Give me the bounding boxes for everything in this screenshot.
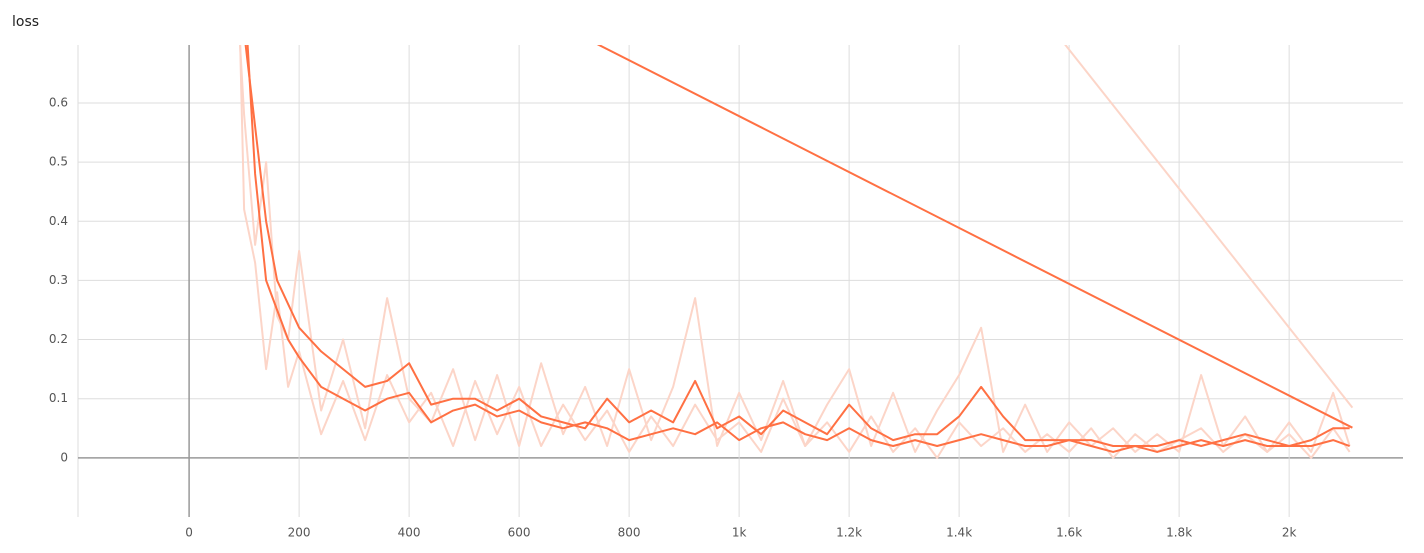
loss-line — [1064, 45, 1354, 409]
grid: 0 0.1 0.2 0.3 0.4 0.5 0.6 0 200 400 600 800 1k 1.2k 1.… — [49, 45, 1403, 540]
loss-line — [244, 45, 1350, 448]
y-tick-label: 0.4 — [49, 214, 68, 228]
x-tick-label: 1.6k — [1056, 526, 1082, 540]
x-tick-label: 0 — [185, 526, 193, 540]
y-tick-label: 0.6 — [49, 95, 68, 109]
x-tick-label: 1.8k — [1166, 526, 1192, 540]
plot-area — [239, 45, 1354, 459]
chart-title: loss — [12, 14, 39, 30]
x-tick-label: 200 — [288, 526, 311, 540]
y-tick-label: 0.1 — [49, 391, 68, 405]
x-tick-label: 400 — [398, 526, 421, 540]
x-tick-label: 600 — [508, 526, 531, 540]
y-tick-label: 0.2 — [49, 332, 68, 346]
loss-line — [596, 45, 1353, 429]
x-tick-label: 1.2k — [836, 526, 862, 540]
y-tick-label: 0 — [60, 450, 68, 464]
x-tick-label: 800 — [618, 526, 641, 540]
loss-line — [239, 45, 1351, 459]
x-tick-label: 1k — [732, 526, 747, 540]
loss-line — [246, 45, 1350, 453]
y-tick-label: 0.3 — [49, 273, 68, 287]
y-tick-label: 0.5 — [49, 155, 68, 169]
x-tick-label: 1.4k — [946, 526, 972, 540]
loss-line — [239, 45, 1351, 453]
x-tick-label: 2k — [1282, 526, 1297, 540]
